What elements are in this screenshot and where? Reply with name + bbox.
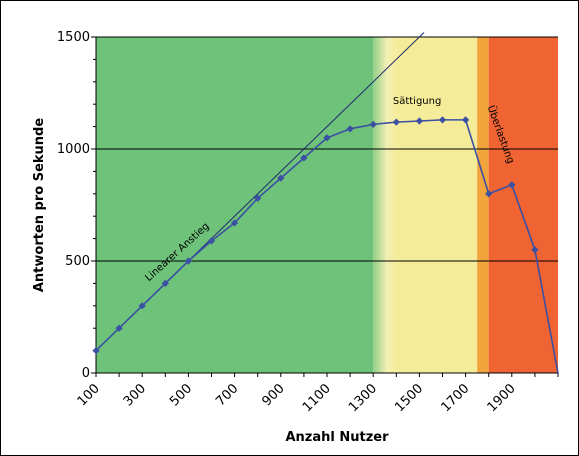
x-tick-label: 500 <box>167 381 195 409</box>
data-point <box>92 347 100 355</box>
data-point <box>485 190 493 198</box>
data-point <box>161 279 169 287</box>
x-tick-label: 700 <box>213 381 241 409</box>
data-point <box>323 134 331 142</box>
region-band-2 <box>396 37 478 373</box>
data-point <box>508 181 516 189</box>
x-axis-title: Anzahl Nutzer <box>285 430 389 445</box>
y-tick-label: 0 <box>82 366 90 381</box>
region-band-0 <box>96 37 374 373</box>
y-tick-label: 1500 <box>57 30 90 45</box>
data-point <box>531 246 539 254</box>
data-point <box>462 116 470 124</box>
x-tick-label: 100 <box>75 381 103 409</box>
x-tick-label: 900 <box>259 381 287 409</box>
region-band-1 <box>373 37 397 373</box>
data-point <box>277 174 285 182</box>
data-point <box>415 117 423 125</box>
data-point <box>369 120 377 128</box>
x-tick-label: 1900 <box>485 381 519 415</box>
y-tick-label: 1000 <box>57 142 90 157</box>
background-regions <box>96 37 558 373</box>
data-point <box>392 118 400 126</box>
x-tick-label: 1500 <box>392 381 426 415</box>
x-tick-label: 1700 <box>438 381 472 415</box>
data-point <box>207 237 216 245</box>
annotation-label: Sättigung <box>393 96 441 107</box>
x-tick-label: 1100 <box>300 381 334 415</box>
region-band-3 <box>477 37 489 373</box>
data-point <box>346 125 354 133</box>
data-point <box>115 324 123 332</box>
data-point <box>254 194 262 202</box>
region-band-4 <box>488 37 558 373</box>
data-point <box>300 154 308 162</box>
x-tick-label: 300 <box>121 381 149 409</box>
y-axis-title: Antworten pro Sekunde <box>32 118 47 293</box>
x-tick-label: 1300 <box>346 381 380 415</box>
data-point <box>438 116 447 124</box>
data-series <box>92 116 559 374</box>
y-tick-label: 500 <box>65 254 90 269</box>
data-point <box>184 257 192 265</box>
data-point <box>231 219 239 227</box>
data-point <box>138 302 146 310</box>
grid-lines <box>96 36 558 262</box>
